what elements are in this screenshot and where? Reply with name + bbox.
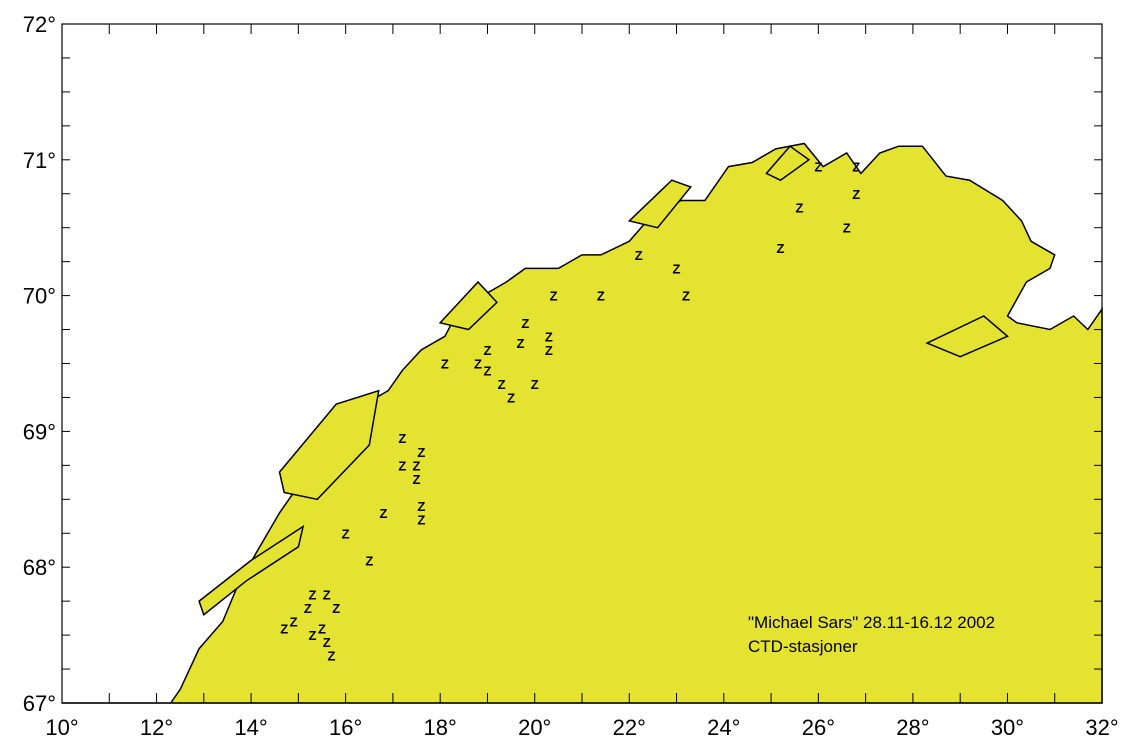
ctd-station-marker: Z <box>417 499 425 514</box>
ctd-station-marker: Z <box>531 377 539 392</box>
ctd-station-marker: Z <box>814 160 822 175</box>
x-tick-label: 12° <box>140 715 173 740</box>
x-axis-labels: 10° 12° 14° 16° 18° 20° 22° 24° 26° 28° 30° 32° <box>45 715 1118 740</box>
islands-layer <box>198 145 1009 616</box>
island <box>198 524 305 616</box>
ctd-station-marker: Z <box>843 221 851 236</box>
island <box>925 315 1009 358</box>
annotation-subtitle: CTD-stasjoner <box>748 637 858 656</box>
ctd-station-marker: Z <box>323 635 331 650</box>
ctd-station-marker: Z <box>545 343 553 358</box>
ctd-station-marker: Z <box>507 390 515 405</box>
ctd-station-marker: Z <box>304 601 312 616</box>
ctd-station-marker: Z <box>545 329 553 344</box>
ctd-station-marker: Z <box>365 553 373 568</box>
ctd-station-marker: Z <box>635 248 643 263</box>
x-tick-label: 20° <box>518 715 551 740</box>
ctd-station-marker: Z <box>309 628 317 643</box>
y-tick-label: 68° <box>23 555 56 580</box>
ctd-station-marker: Z <box>417 445 425 460</box>
ctd-station-marker: Z <box>682 289 690 304</box>
ctd-station-marker: Z <box>474 357 482 372</box>
x-tick-label: 26° <box>802 715 835 740</box>
ctd-station-marker: Z <box>521 316 529 331</box>
x-tick-label: 22° <box>613 715 646 740</box>
island <box>627 179 692 229</box>
annotation: "Michael Sars" 28.11-16.12 2002 CTD-stas… <box>748 613 995 656</box>
ctd-station-marker: Z <box>323 587 331 602</box>
island <box>438 280 498 331</box>
ctd-station-marker: Z <box>484 363 492 378</box>
ctd-station-marker: Z <box>332 601 340 616</box>
axis-ticks <box>61 23 1103 704</box>
ctd-station-marker: Z <box>398 431 406 446</box>
island <box>765 145 811 182</box>
y-tick-label: 69° <box>23 419 56 444</box>
ctd-station-marker: Z <box>380 506 388 521</box>
ctd-station-marker: Z <box>398 458 406 473</box>
ctd-station-marker: Z <box>280 621 288 636</box>
annotation-title: "Michael Sars" 28.11-16.12 2002 <box>748 613 995 632</box>
ctd-station-marker: Z <box>852 187 860 202</box>
island <box>278 389 380 501</box>
ctd-station-marker: Z <box>777 241 785 256</box>
ctd-station-marker: Z <box>417 513 425 528</box>
ctd-station-marker: Z <box>498 377 506 392</box>
x-tick-label: 28° <box>896 715 929 740</box>
ctd-station-marker: Z <box>413 458 421 473</box>
ctd-station-marker: Z <box>852 160 860 175</box>
ctd-station-marker: Z <box>597 289 605 304</box>
y-tick-label: 71° <box>23 148 56 173</box>
ctd-station-marker: Z <box>796 200 804 215</box>
x-tick-label: 32° <box>1085 715 1118 740</box>
ctd-station-marker: Z <box>328 649 336 664</box>
y-tick-label: 72° <box>23 12 56 37</box>
x-tick-label: 30° <box>991 715 1024 740</box>
ctd-station-marker: Z <box>342 526 350 541</box>
x-tick-label: 14° <box>234 715 267 740</box>
ctd-station-marker: Z <box>517 336 525 351</box>
x-tick-label: 24° <box>707 715 740 740</box>
ctd-station-marker: Z <box>290 615 298 630</box>
ctd-station-marker: Z <box>673 261 681 276</box>
y-tick-label: 70° <box>23 284 56 309</box>
ctd-station-marker: Z <box>318 621 326 636</box>
x-tick-label: 16° <box>329 715 362 740</box>
y-axis-labels: 67° 68° 69° 70° 71° 72° <box>23 12 56 716</box>
x-tick-label: 10° <box>45 715 78 740</box>
y-tick-label: 67° <box>23 691 56 716</box>
x-tick-label: 18° <box>424 715 457 740</box>
ctd-station-marker: Z <box>441 357 449 372</box>
ctd-station-marker: Z <box>413 472 421 487</box>
ctd-station-marker: Z <box>550 289 558 304</box>
ctd-station-marker: Z <box>484 343 492 358</box>
ctd-station-marker: Z <box>309 587 317 602</box>
